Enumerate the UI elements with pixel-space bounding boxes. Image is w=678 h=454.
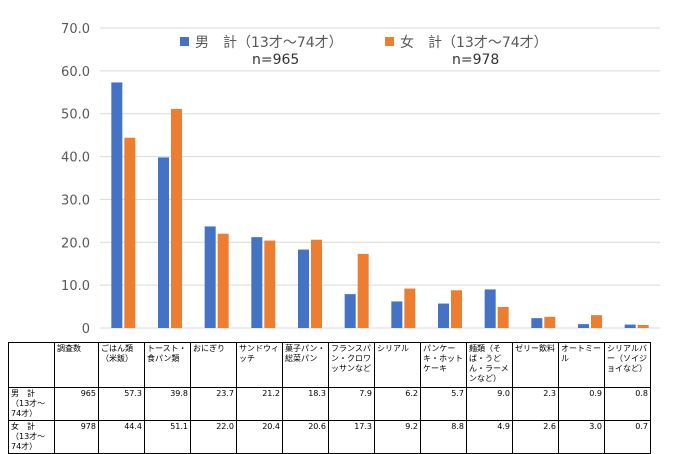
table-cell: 6.2 — [374, 387, 421, 421]
bar-female-3 — [264, 240, 276, 328]
y-tick-label: 50.0 — [61, 108, 90, 123]
table-header-row: 調査数 ごはん類（米飯） トースト・食パン類 おにぎり サンドウィッチ 菓子パン… — [8, 342, 651, 388]
table-cell: 21.2 — [236, 387, 283, 421]
table-header-cell: パンケーキ・ホットケーキ — [420, 342, 467, 388]
y-tick-label: 60.0 — [61, 65, 90, 80]
bar-male-2 — [204, 226, 216, 328]
table-header-cell: サンドウィッチ — [236, 342, 283, 388]
y-axis-ticks: 0 10.0 20.0 30.0 40.0 50.0 60.0 70.0 — [61, 22, 90, 337]
table-cell: 0.9 — [558, 387, 605, 421]
bar-female-9 — [544, 316, 556, 328]
table-header-cell: トースト・食パン類 — [144, 342, 191, 388]
table-row-male: 男 計（13才～74才） 965 57.3 39.8 23.7 21.2 18.… — [8, 387, 651, 421]
bar-male-0 — [111, 82, 123, 328]
table-row-label: 男 計（13才～74才） — [8, 387, 55, 421]
table-cell: 44.4 — [98, 420, 145, 454]
legend-swatch-female — [385, 37, 394, 46]
table-header-cell: オートミール — [558, 342, 605, 388]
legend-n-male: n=965 — [252, 52, 300, 68]
table-header-cell: 菓子パン・総菜パン — [282, 342, 329, 388]
table-header-cell: ごはん類（米飯） — [98, 342, 145, 388]
table-header-cell: シリアルバー（ソイジョイなど） — [604, 342, 651, 388]
table-cell: 5.7 — [420, 387, 467, 421]
table-header-cell: 調査数 — [54, 342, 99, 388]
table-cell: 8.8 — [420, 420, 467, 454]
table-cell: 39.8 — [144, 387, 191, 421]
bar-male-7 — [438, 303, 449, 328]
bar-female-2 — [217, 233, 229, 328]
bar-female-4 — [311, 239, 322, 328]
table-cell: 7.9 — [328, 387, 375, 421]
bar-male-3 — [251, 237, 263, 328]
table-cell: 3.0 — [558, 420, 605, 454]
bar-male-6 — [391, 301, 403, 328]
bar-female-0 — [124, 137, 136, 328]
table-cell: 57.3 — [98, 387, 145, 421]
table-cell: 20.4 — [236, 420, 283, 454]
table-header-cell: 麺類（そば・うどん・ラーメンなど） — [466, 342, 513, 388]
table-header-cell: シリアル — [374, 342, 421, 388]
bar-chart: 0 10.0 20.0 30.0 40.0 50.0 60.0 70.0 — [61, 22, 660, 337]
bar-male-10 — [578, 324, 589, 328]
bar-male-11 — [624, 324, 636, 328]
bar-female-1 — [171, 109, 182, 328]
legend: 男 計（13才～74才） n=965 女 計（13才～74才） n=978 — [180, 32, 600, 72]
data-table: 調査数 ごはん類（米飯） トースト・食パン類 おにぎり サンドウィッチ 菓子パン… — [8, 342, 651, 454]
table-cell: 51.1 — [144, 420, 191, 454]
table-cell: 17.3 — [328, 420, 375, 454]
table-header-cell: ゼリー飲料 — [512, 342, 559, 388]
y-tick-label: 0 — [82, 322, 90, 337]
bar-male-4 — [298, 249, 309, 328]
table-row-female: 女 計（13才～74才） 978 44.4 51.1 22.0 20.4 20.… — [8, 420, 651, 454]
table-cell: 965 — [54, 387, 99, 421]
legend-n-female: n=978 — [452, 52, 500, 68]
legend-label-male: 男 計（13才～74才） — [195, 35, 343, 51]
table-cell: 0.8 — [604, 387, 651, 421]
y-tick-label: 10.0 — [61, 279, 90, 294]
bar-female-8 — [497, 307, 509, 328]
legend-swatch-male — [180, 37, 189, 46]
table-header-cell: フランスパン・クロワッサンなど — [328, 342, 375, 388]
bar-male-9 — [531, 318, 543, 328]
legend-item-female: 女 計（13才～74才） — [385, 32, 548, 52]
bar-female-5 — [357, 253, 369, 328]
legend-label-female: 女 計（13才～74才） — [400, 35, 548, 51]
bar-female-7 — [451, 290, 462, 328]
table-cell: 4.9 — [466, 420, 513, 454]
gridlines — [100, 27, 660, 329]
table-cell: 2.3 — [512, 387, 559, 421]
y-tick-label: 40.0 — [61, 151, 90, 166]
table-cell: 2.6 — [512, 420, 559, 454]
bar-female-10 — [591, 315, 602, 328]
table-cell: 23.7 — [190, 387, 237, 421]
table-cell: 0.7 — [604, 420, 651, 454]
y-tick-label: 30.0 — [61, 193, 90, 208]
legend-item-male: 男 計（13才～74才） — [180, 32, 343, 52]
y-tick-label: 70.0 — [61, 22, 90, 37]
table-cell: 18.3 — [282, 387, 329, 421]
bars — [111, 82, 649, 328]
table-cell: 9.0 — [466, 387, 513, 421]
bar-female-6 — [404, 288, 416, 328]
table-cell: 978 — [54, 420, 99, 454]
table-header-cell — [8, 342, 55, 388]
bar-male-1 — [158, 157, 169, 328]
bar-male-5 — [344, 294, 356, 328]
bar-male-8 — [484, 289, 496, 328]
y-tick-label: 20.0 — [61, 236, 90, 251]
table-row-label: 女 計（13才～74才） — [8, 420, 55, 454]
bar-female-11 — [637, 325, 649, 328]
table-header-cell: おにぎり — [190, 342, 237, 388]
table-cell: 20.6 — [282, 420, 329, 454]
table-cell: 9.2 — [374, 420, 421, 454]
table-cell: 22.0 — [190, 420, 237, 454]
